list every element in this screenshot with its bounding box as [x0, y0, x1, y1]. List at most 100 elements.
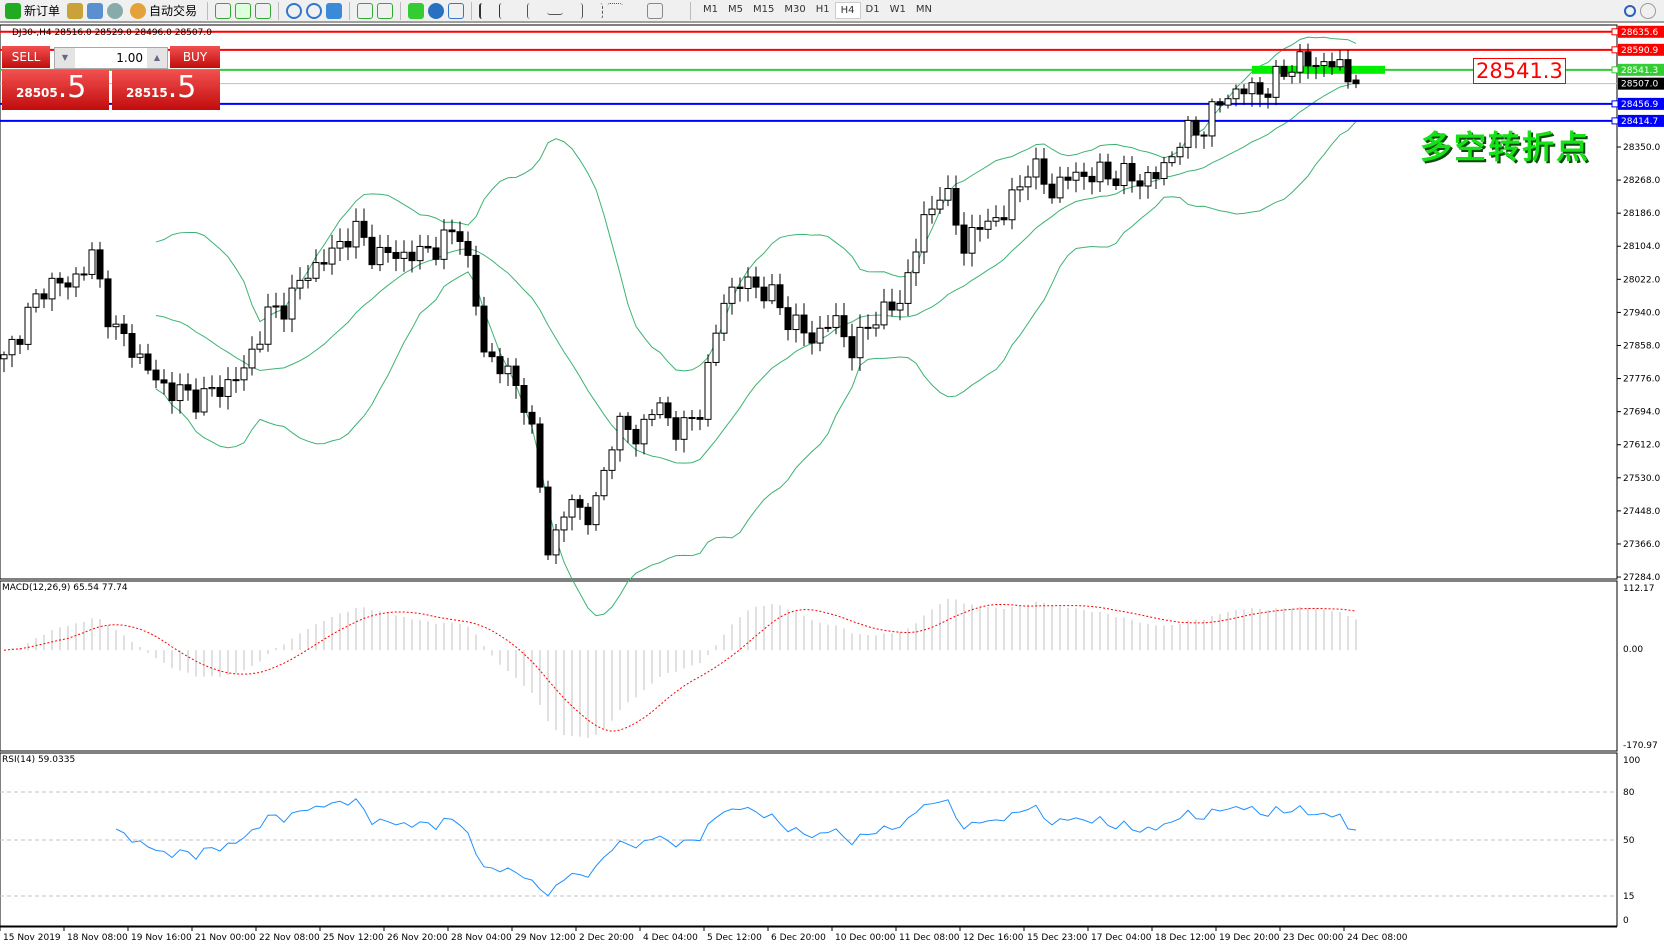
templates-icon[interactable]: [448, 2, 465, 19]
candle: [936, 187, 944, 215]
indicators-icon[interactable]: [408, 2, 425, 19]
candle-body: [288, 287, 296, 320]
candle: [496, 348, 504, 384]
crosshair-icon[interactable]: [499, 2, 515, 19]
buy-button[interactable]: BUY: [170, 46, 220, 68]
divider: [278, 1, 280, 20]
timeframe-h1[interactable]: H1: [815, 4, 830, 15]
new-order-button[interactable]: 新订单: [2, 1, 63, 21]
price-level-tag: [1618, 97, 1664, 110]
periods-clock-icon[interactable]: [428, 2, 445, 19]
timeframe-m5[interactable]: M5: [728, 4, 744, 15]
candle-body: [768, 284, 776, 302]
candle-body: [400, 251, 408, 259]
candle: [960, 212, 968, 266]
time-axis-label: 11 Dec 08:00: [899, 933, 960, 943]
candle-body: [600, 469, 608, 497]
macd-axis-label: 0.00: [1623, 645, 1643, 655]
lot-size-stepper[interactable]: ▼ ▲: [54, 47, 168, 69]
lot-increase-icon[interactable]: ▲: [147, 48, 167, 68]
price-axis-label: 27940.0: [1623, 308, 1660, 318]
chat-icon[interactable]: [1640, 2, 1656, 19]
chart-shift-icon[interactable]: [377, 2, 394, 19]
channel-icon[interactable]: [587, 2, 604, 19]
time-axis-label: 15 Dec 23:00: [1027, 933, 1088, 943]
candle: [808, 320, 816, 355]
price-axis-label: 27612.0: [1623, 441, 1660, 451]
candle: [1320, 52, 1328, 77]
candle: [856, 314, 864, 371]
candle: [776, 273, 784, 315]
candle-body: [432, 247, 440, 260]
timeframe-d1[interactable]: D1: [865, 4, 880, 15]
timeframe-mn[interactable]: MN: [915, 4, 932, 15]
vertical-line-icon[interactable]: [527, 2, 543, 19]
candle-body: [296, 279, 304, 289]
candle: [1128, 156, 1136, 193]
lot-input[interactable]: [75, 51, 147, 65]
candle: [728, 277, 736, 315]
bollinger-lower: [155, 121, 1357, 617]
candle: [688, 410, 696, 431]
sell-button[interactable]: SELL: [2, 46, 50, 68]
bar-chart-icon[interactable]: [215, 2, 232, 19]
lot-decrease-icon[interactable]: ▼: [55, 48, 75, 68]
history-icon[interactable]: [67, 2, 84, 19]
time-axis-label: 18 Nov 08:00: [67, 933, 128, 943]
symbol-header: DJ30-,H4 28516.0 28529.0 28496.0 28507.0: [12, 28, 212, 38]
line-chart-icon[interactable]: [255, 2, 272, 19]
candle: [880, 288, 888, 330]
fibonacci-icon[interactable]: [607, 2, 624, 19]
macd-axis-label: -170.97: [1623, 741, 1658, 751]
candle-body: [1280, 65, 1288, 77]
candle-body: [624, 415, 632, 430]
candle-body: [1144, 172, 1152, 187]
candle: [320, 249, 328, 272]
zoom-out-icon[interactable]: [306, 2, 323, 19]
zoom-in-icon[interactable]: [286, 2, 303, 19]
timeframe-m1[interactable]: M1: [703, 4, 719, 15]
timeframe-h4[interactable]: H4: [834, 2, 861, 19]
auto-scroll-icon[interactable]: [357, 2, 374, 19]
candle: [904, 259, 912, 317]
candle: [312, 249, 320, 283]
candle-body: [1344, 59, 1352, 83]
annotation-text[interactable]: 多空转折点: [1420, 128, 1591, 166]
sell-price[interactable]: 28505.5: [2, 70, 109, 110]
auto-trading-button[interactable]: 自动交易: [127, 1, 200, 21]
candle-body: [664, 402, 672, 419]
timeframe-m30[interactable]: M30: [784, 4, 806, 15]
price-level-label: 28541.3: [1621, 66, 1658, 76]
candle-body: [520, 385, 528, 413]
candle-body: [144, 353, 152, 371]
text-label-icon[interactable]: [647, 2, 664, 19]
timeframe-w1[interactable]: W1: [889, 4, 906, 15]
radio-icon[interactable]: [107, 2, 124, 19]
candles: [0, 43, 1360, 565]
cursor-icon[interactable]: [479, 2, 495, 19]
candlestick-icon[interactable]: [235, 2, 252, 19]
rsi-axis-label: 15: [1623, 892, 1634, 902]
candle: [1216, 98, 1224, 113]
candle-body: [544, 486, 552, 556]
candle: [360, 208, 368, 246]
divider: [471, 1, 473, 20]
horizontal-line-icon[interactable]: [547, 6, 564, 15]
candle-body: [376, 246, 384, 266]
candle-body: [224, 379, 232, 397]
candle: [1248, 77, 1256, 107]
search-icon[interactable]: [1624, 4, 1636, 17]
tile-windows-icon[interactable]: [326, 2, 343, 19]
level-callout[interactable]: 28541.3: [1473, 58, 1566, 84]
buy-price[interactable]: 28515.5: [112, 70, 220, 110]
signals-icon[interactable]: [87, 2, 104, 19]
trendline-icon[interactable]: [567, 2, 584, 19]
candle: [256, 331, 264, 353]
candle-body: [1104, 161, 1112, 180]
candle: [136, 344, 144, 365]
candle: [80, 266, 88, 281]
candle-body: [1072, 171, 1080, 181]
timeframe-m15[interactable]: M15: [753, 4, 775, 15]
candle: [384, 235, 392, 263]
